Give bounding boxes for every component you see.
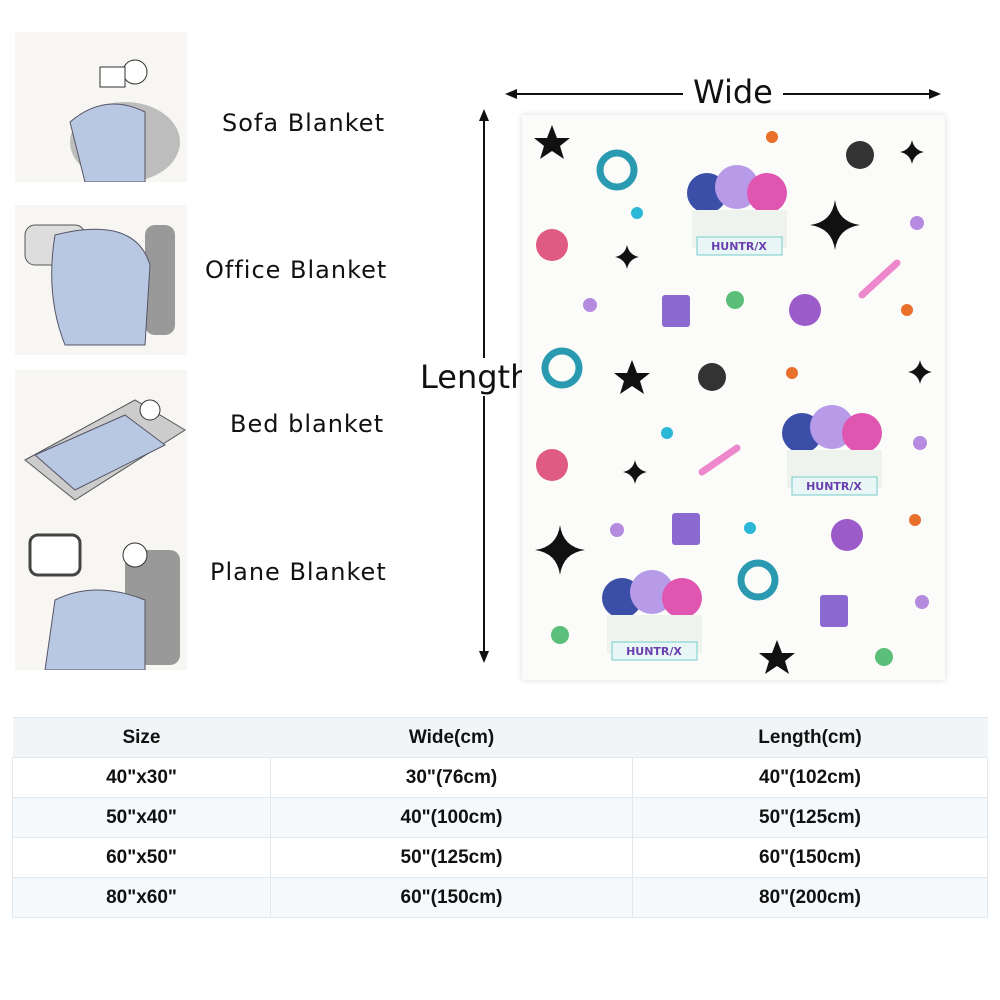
huntrx-logo-text: HUNTR/X <box>626 645 682 658</box>
bed-illustration <box>15 370 187 520</box>
table-cell: 40"(100cm) <box>270 797 633 838</box>
size-table: Size Wide(cm) Length(cm) 40"x30" 30"(76cm… <box>12 717 988 918</box>
table-cell: 40"x30" <box>12 757 271 798</box>
header-size: Size <box>12 717 271 758</box>
usage-label: Bed blanket <box>230 410 385 438</box>
length-label: Length <box>410 358 541 396</box>
table-cell: 40"(102cm) <box>632 757 988 798</box>
header-wide: Wide(cm) <box>270 717 633 758</box>
usage-label: Office Blanket <box>205 256 388 284</box>
office-illustration <box>15 205 187 355</box>
blanket-print: HUNTR/X HUNTR/X HUNTR/X <box>522 115 945 680</box>
table-cell: 80"x60" <box>12 877 271 918</box>
usage-label: Plane Blanket <box>210 558 387 586</box>
table-row: 50"x40" 40"(100cm) 50"(125cm) <box>12 797 988 838</box>
table-header-row: Size Wide(cm) Length(cm) <box>12 717 988 758</box>
wide-label: Wide <box>683 73 783 111</box>
huntrx-logo-text: HUNTR/X <box>806 480 862 493</box>
header-length: Length(cm) <box>632 717 988 758</box>
sofa-illustration <box>15 32 187 183</box>
plane-illustration <box>15 520 187 671</box>
table-cell: 80"(200cm) <box>632 877 988 918</box>
table-cell: 60"(150cm) <box>270 877 633 918</box>
table-row: 80"x60" 60"(150cm) 80"(200cm) <box>12 877 988 918</box>
huntrx-group-art: HUNTR/X HUNTR/X HUNTR/X <box>602 165 882 661</box>
table-row: 60"x50" 50"(125cm) 60"(150cm) <box>12 837 988 878</box>
table-row: 40"x30" 30"(76cm) 40"(102cm) <box>12 757 988 798</box>
table-cell: 50"(125cm) <box>632 797 988 838</box>
table-cell: 30"(76cm) <box>270 757 633 798</box>
table-cell: 50"x40" <box>12 797 271 838</box>
huntrx-logo-text: HUNTR/X <box>711 240 767 253</box>
usage-label: Sofa Blanket <box>222 109 385 137</box>
table-cell: 60"(150cm) <box>632 837 988 878</box>
table-cell: 60"x50" <box>12 837 271 878</box>
table-cell: 50"(125cm) <box>270 837 633 878</box>
